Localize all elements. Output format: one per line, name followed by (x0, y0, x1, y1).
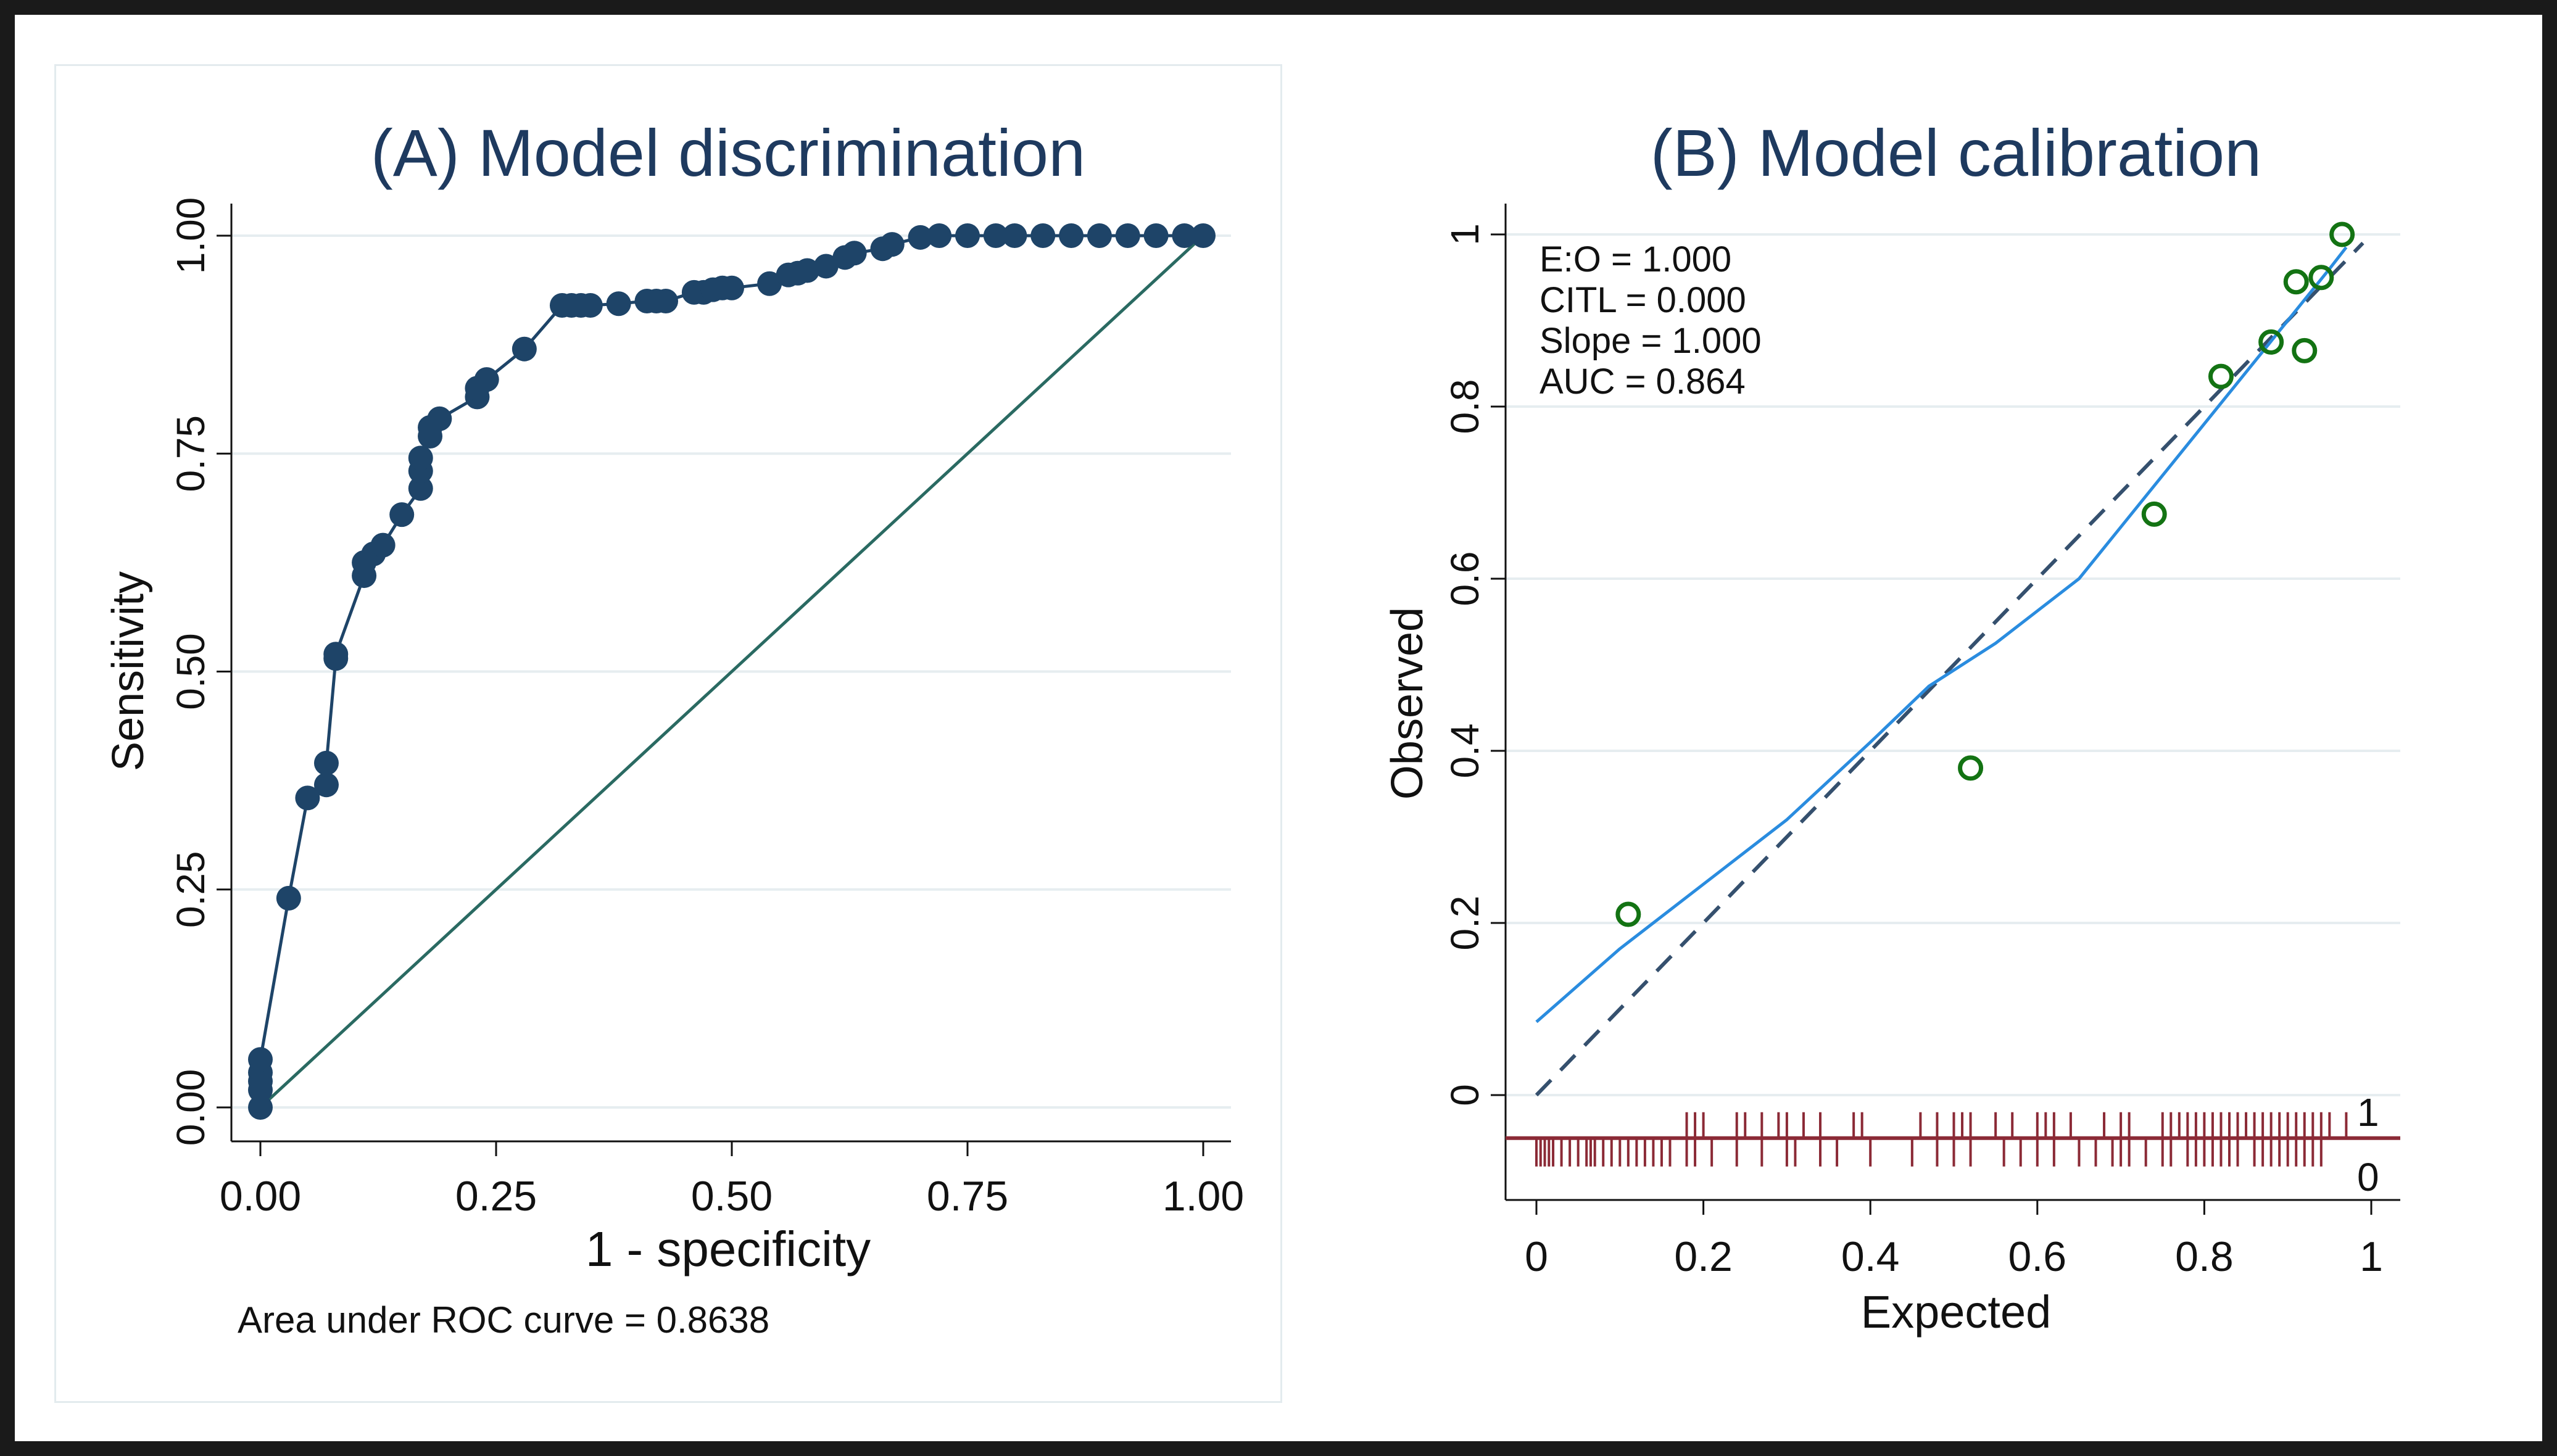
panel-b-group-point (2208, 363, 2234, 389)
panel-b-stat-auc: AUC = 0.864 (1540, 362, 1746, 402)
panel-b-ytick-label: 0.6 (1443, 552, 1487, 606)
panel-a-xtick-label: 0.25 (455, 1173, 537, 1220)
panel-a-ytick-label: 0.75 (168, 415, 213, 492)
panel-a-roc-point (1172, 223, 1197, 248)
panel-a-roc-point (719, 275, 744, 300)
panel-a-roc-point (323, 642, 349, 667)
panel-a-roc-point (983, 223, 1008, 248)
panel-b-ytick-label: 0 (1443, 1084, 1487, 1106)
panel-a-roc-point (474, 367, 499, 392)
panel-b-group-point (1615, 901, 1641, 927)
panel-b-group-point (2141, 501, 2167, 527)
panel-a-ytick-label: 1.00 (168, 197, 213, 275)
panel-b-xtick-label: 0.8 (2175, 1233, 2234, 1280)
panel-a-roc-point (313, 750, 339, 776)
panel-a-roc-point (842, 241, 867, 266)
panel-a-roc-point (408, 445, 433, 471)
rug-label-nonevents: 0 (2357, 1155, 2379, 1199)
panel-b-ytick-label: 0.2 (1443, 896, 1487, 951)
panel-a-roc-point (295, 785, 320, 811)
panel-a-roc-point (408, 476, 433, 501)
panel-a-ytick-label: 0.50 (168, 633, 213, 710)
panel-a-roc-point (1087, 223, 1112, 248)
panel-b-smooth-curve (1535, 246, 2348, 1024)
panel-b-stat-citl: CITL = 0.000 (1540, 280, 1746, 320)
plot-layer: 0.00 0.25 0.50 0.75 1.00 0.00 0.25 0.50 0.75 1.00… (168, 197, 2400, 1280)
panel-a-roc-point (795, 258, 820, 283)
panel-a-ytick-label: 0.25 (168, 851, 213, 928)
panel-a-roc-point (370, 532, 396, 558)
panel-b-group-point (2283, 269, 2309, 295)
panel-b-ideal-line (1535, 241, 2364, 1097)
panel-b-xtick-label: 0.2 (1674, 1233, 1733, 1280)
panel-a-roc-point (757, 271, 782, 296)
panel-a-roc-point (879, 232, 905, 257)
panel-b-stat-slope: Slope = 1.000 (1540, 321, 1762, 361)
panel-b-ytick-label: 0.4 (1443, 724, 1487, 779)
panel-b-group-point (1958, 755, 1984, 781)
panel-b-group-point (2308, 265, 2334, 291)
panel-b-group-point (2258, 329, 2284, 355)
panel-b-title: (B) Model calibration (1651, 115, 2261, 190)
panel-a-roc-point (578, 293, 603, 318)
panel-a-roc-point (276, 885, 301, 911)
panel-b-xtick-label: 1 (2360, 1233, 2383, 1280)
panel-a-ytick-label: 0.00 (168, 1069, 213, 1146)
panel-a-xlabel: 1 - specificity (586, 1222, 871, 1276)
panel-b-xlabel: Expected (1861, 1286, 2052, 1338)
panel-a-roc-point (1059, 223, 1084, 248)
panel-a-roc-point (1030, 223, 1056, 248)
panel-a-auc-note: Area under ROC curve = 0.8638 (238, 1299, 769, 1341)
panel-a-roc-point (813, 254, 839, 279)
panel-b-ytick-label: 1 (1443, 223, 1487, 246)
panel-a-xtick-label: 1.00 (1162, 1173, 1244, 1220)
panel-b-ylabel: Observed (1383, 607, 1432, 800)
panel-a-background (54, 64, 1282, 1403)
panel-b-ytick-label: 0.8 (1443, 379, 1487, 434)
panel-a-roc-point (1002, 223, 1027, 248)
panel-a-ylabel: Sensitivity (104, 571, 153, 771)
panel-a-roc-point (927, 223, 952, 248)
panel-a-xtick-label: 0.50 (691, 1173, 773, 1220)
panel-b-xtick-label: 0.4 (1841, 1233, 1900, 1280)
panel-a-roc-point (313, 772, 339, 798)
panel-b-xtick-label: 0 (1525, 1233, 1548, 1280)
panel-b-xtick-label: 0.6 (2008, 1233, 2067, 1280)
panel-a-roc-point (1115, 223, 1140, 248)
panel-a-roc-point (248, 1047, 273, 1072)
panel-a-xtick-label: 0.75 (927, 1173, 1008, 1220)
panel-a-roc-point (653, 288, 679, 313)
panel-a-roc-point (389, 502, 415, 527)
panel-a-roc-point (1191, 223, 1216, 248)
panel-a-roc-point (955, 223, 980, 248)
panel-a-roc-point (908, 225, 933, 250)
panel-a-roc-point (427, 406, 452, 431)
panel-a-roc-point (248, 1095, 273, 1120)
rug-label-events: 1 (2357, 1090, 2379, 1135)
panel-a-roc-point (1143, 223, 1169, 248)
panel-b-group-point (2292, 337, 2318, 363)
panel-a-xtick-label: 0.00 (220, 1173, 301, 1220)
panel-b-stat-eo: E:O = 1.000 (1540, 239, 1731, 279)
panel-a-roc-point (606, 291, 631, 316)
panel-a-roc-point (512, 336, 537, 362)
panel-a-title: (A) Model discrimination (371, 115, 1085, 190)
panel-a-reference-line (259, 234, 1204, 1109)
panel-b-group-point (2329, 221, 2355, 247)
